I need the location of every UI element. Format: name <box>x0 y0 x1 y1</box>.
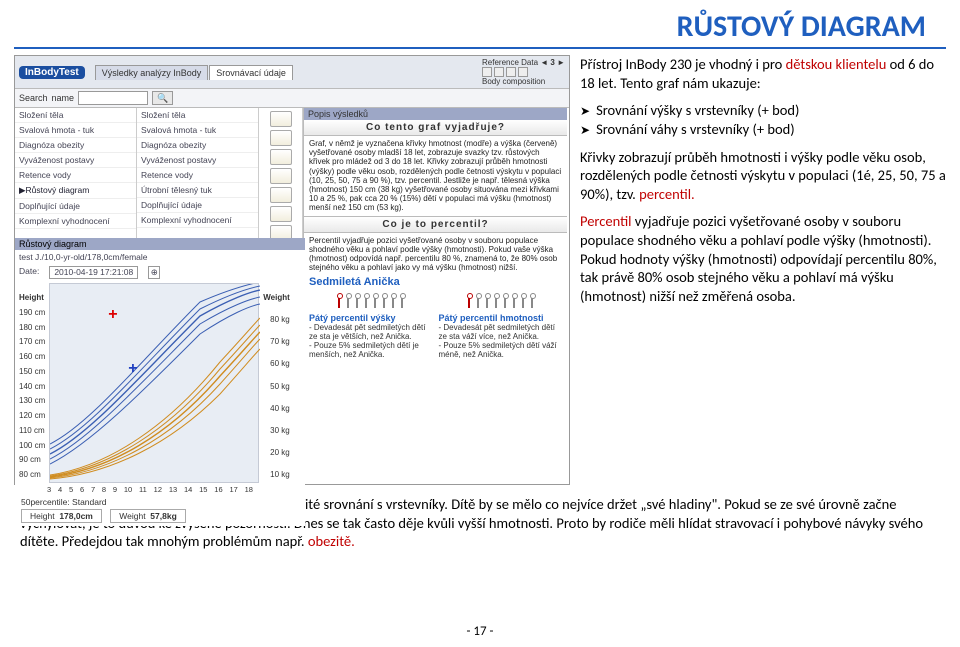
test-info: test J./10,0-yr-old/178,0cm/female <box>19 252 148 262</box>
nav-item[interactable]: Svalová hmota - tuk <box>15 123 136 138</box>
x-axis: 3456789101112131415161718 <box>45 485 255 494</box>
nav-item[interactable]: Útrobní tělesný tuk <box>137 183 258 198</box>
tab-results[interactable]: Výsledky analýzy InBody <box>95 65 209 80</box>
bullet-item: Srovnání výšky s vrstevníky (+ bod) <box>580 101 946 120</box>
toolbar-icon[interactable] <box>270 187 292 203</box>
toolbar-icon[interactable] <box>270 111 292 127</box>
explain-header: Popis výsledků <box>304 108 567 120</box>
chart-title: Růstový diagram <box>19 239 87 249</box>
toolbar-icon[interactable] <box>270 168 292 184</box>
reference-data-label: Reference Data ◄ 3 ► Body composition <box>482 58 565 86</box>
red-plus-marker: + <box>108 306 117 324</box>
nav-item[interactable]: Diagnóza obezity <box>137 138 258 153</box>
app-logo: InBodyTest <box>19 66 85 79</box>
explain-q1: Co tento graf vyjadřuje? <box>304 120 567 136</box>
blue-plus-marker: + <box>128 360 137 378</box>
page-number: - 17 - <box>0 624 960 639</box>
nav-item[interactable]: Retence vody <box>15 168 136 183</box>
inbody-screenshot: InBodyTest Výsledky analýzy InBody Srovn… <box>14 55 570 485</box>
nav-item[interactable]: Svalová hmota - tuk <box>137 123 258 138</box>
bullet-item: Srovnání váhy s vrstevníky (+ bod) <box>580 120 946 139</box>
nav-item[interactable]: Komplexní vyhodnocení <box>137 213 258 228</box>
explain-q2: Co je to percentil? <box>304 216 567 233</box>
app-top-bar: InBodyTest Výsledky analýzy InBody Srovn… <box>15 56 569 89</box>
nav-item[interactable]: Retence vody <box>137 168 258 183</box>
nav-item[interactable]: Vyváženost postavy <box>137 153 258 168</box>
right-text-column: Přístroj InBody 230 je vhodný i pro děts… <box>580 55 946 485</box>
toolbar-icon[interactable] <box>270 206 292 222</box>
search-label: Search <box>19 93 48 103</box>
toolbar-icon[interactable] <box>270 130 292 146</box>
name-label: name <box>52 93 75 103</box>
nav-item[interactable]: Doplňující údaje <box>137 198 258 213</box>
nav-item-active[interactable]: ▶Růstový diagram <box>15 183 136 199</box>
name-input[interactable] <box>78 91 148 105</box>
growth-chart: + + <box>49 283 259 483</box>
date-label: Date: <box>19 266 39 279</box>
nav-item[interactable]: Vyváženost postavy <box>15 153 136 168</box>
tab-compare[interactable]: Srovnávací údaje <box>209 65 293 80</box>
date-up-icon[interactable]: ⊕ <box>148 266 160 279</box>
percentile-label: 50percentile: Standard <box>21 497 299 507</box>
explain-panel: Popis výsledků Co tento graf vyjadřuje? … <box>303 108 567 484</box>
search-button[interactable]: 🔍 <box>152 91 173 105</box>
nav-item[interactable]: Komplexní vyhodnocení <box>15 214 136 229</box>
fig-right: Pátý percentil hmotnosti - Devadesát pět… <box>439 291 563 359</box>
nav-item[interactable]: Složení těla <box>137 108 258 123</box>
date-value[interactable]: 2010-04-19 17:21:08 <box>49 266 138 279</box>
nav-item[interactable]: Diagnóza obezity <box>15 138 136 153</box>
nav-item[interactable]: Složení těla <box>15 108 136 123</box>
y-axis-right: Weight 80 kg70 kg60 kg50 kg40 kg30 kg20 … <box>263 283 290 483</box>
fig-left: Pátý percentil výšky - Devadesát pět sed… <box>309 291 433 359</box>
sed-title: Sedmiletá Anička <box>304 275 567 289</box>
page-title: RŮSTOVÝ DIAGRAM <box>14 0 946 49</box>
toolbar-icon[interactable] <box>270 149 292 165</box>
y-axis-left: Height 190 cm180 cm170 cm160 cm150 cm140… <box>19 283 45 483</box>
explain-p2: Percentil vyjadřuje pozici vyšetřované o… <box>304 233 567 276</box>
explain-p1: Graf, v němž je vyznačena křivky hmotnos… <box>304 136 567 216</box>
nav-item[interactable]: Doplňující údaje <box>15 199 136 214</box>
